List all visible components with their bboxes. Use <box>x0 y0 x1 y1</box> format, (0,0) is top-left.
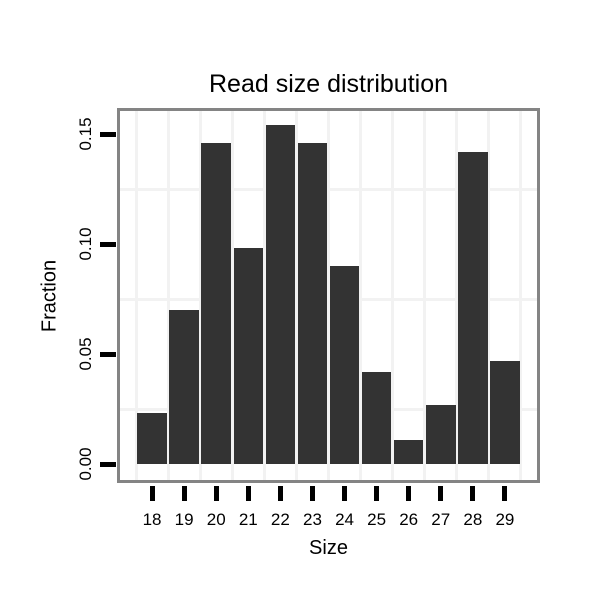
horizontal-gridline <box>120 187 537 191</box>
y-tick-label-0.05: 0.05 <box>76 337 95 371</box>
y-tick-label-0.00: 0.00 <box>76 447 95 481</box>
x-axis-tick <box>213 486 219 501</box>
y-axis-tick <box>100 131 116 137</box>
y-axis-title: Fraction <box>38 259 61 333</box>
x-axis-tick <box>502 486 508 501</box>
x-tick-label-22: 22 <box>270 510 290 529</box>
bar-size-20 <box>201 142 231 464</box>
x-axis-tick <box>406 486 412 501</box>
x-tick-label-23: 23 <box>302 510 322 529</box>
x-tick-label-29: 29 <box>495 510 515 529</box>
vertical-gridline <box>230 111 234 480</box>
bar-size-24 <box>329 266 360 464</box>
plot-panel <box>117 108 540 483</box>
x-axis-title: Size <box>309 537 348 559</box>
x-axis-tick <box>309 486 315 501</box>
bar-size-28 <box>458 151 488 464</box>
vertical-gridline <box>294 111 298 480</box>
vertical-gridline <box>327 111 330 480</box>
x-axis-tick <box>149 486 155 501</box>
bar-size-23 <box>297 142 328 464</box>
bar-size-21 <box>233 248 264 464</box>
vertical-gridline <box>166 111 170 480</box>
x-axis-tick <box>470 486 476 501</box>
vertical-gridline <box>359 111 363 480</box>
x-axis-tick <box>342 486 348 501</box>
bar-size-22 <box>265 125 296 464</box>
vertical-gridline <box>262 111 266 480</box>
x-axis-tick <box>245 486 251 501</box>
x-tick-label-20: 20 <box>206 510 226 529</box>
horizontal-gridline <box>120 407 537 411</box>
vertical-gridline <box>423 111 427 480</box>
x-tick-label-24: 24 <box>335 510 354 529</box>
bar-size-26 <box>393 439 424 464</box>
y-tick-label-0.10: 0.10 <box>76 227 95 261</box>
vertical-gridline <box>519 111 523 480</box>
plot-area <box>120 111 537 480</box>
bar-size-19 <box>169 310 199 464</box>
x-axis-tick <box>438 486 444 501</box>
x-axis-tick <box>181 486 187 501</box>
vertical-gridline <box>455 111 459 480</box>
bar-size-25 <box>361 371 392 464</box>
bar-size-29 <box>490 360 520 464</box>
bar-size-18 <box>137 413 167 464</box>
y-tick-label-0.15: 0.15 <box>76 117 95 151</box>
x-tick-label-19: 19 <box>174 510 194 529</box>
x-tick-label-25: 25 <box>367 510 387 529</box>
x-axis-tick <box>277 486 283 501</box>
vertical-gridline <box>134 111 138 480</box>
horizontal-gridline <box>120 297 537 301</box>
chart-title: Read size distribution <box>208 70 448 98</box>
x-tick-label-18: 18 <box>142 510 162 529</box>
vertical-gridline <box>487 111 491 480</box>
vertical-gridline <box>198 111 202 480</box>
x-tick-label-26: 26 <box>399 510 419 529</box>
x-tick-label-21: 21 <box>238 510 258 529</box>
y-axis-tick <box>100 351 116 357</box>
x-tick-label-27: 27 <box>431 510 451 529</box>
y-axis-tick <box>100 461 116 467</box>
vertical-gridline <box>391 111 395 480</box>
y-axis-tick <box>100 241 116 247</box>
x-tick-label-28: 28 <box>463 510 483 529</box>
bar-size-27 <box>426 404 456 464</box>
x-axis-tick <box>374 486 380 501</box>
